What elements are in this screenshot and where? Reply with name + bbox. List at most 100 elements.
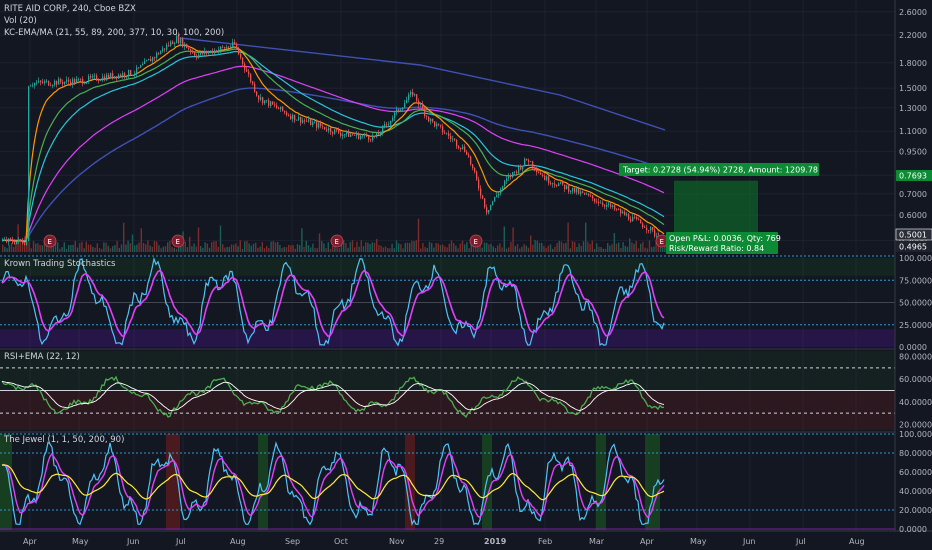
- entry-price-tag: 0.5001: [895, 228, 932, 241]
- candle-body: [114, 76, 116, 79]
- volume-bar: [453, 243, 455, 252]
- candle-body: [608, 203, 610, 205]
- candle-body: [94, 75, 96, 77]
- candle-body: [214, 50, 216, 54]
- candle-body: [482, 195, 484, 199]
- candle-body: [184, 43, 186, 47]
- volume-bar: [662, 247, 664, 252]
- candle-body: [470, 156, 472, 165]
- time-axis-tick: Jun: [126, 537, 140, 546]
- volume-bar: [558, 240, 560, 252]
- volume-bar: [98, 248, 101, 252]
- volume-bar: [235, 243, 237, 252]
- volume-bar: [481, 247, 483, 252]
- candle-body: [422, 103, 424, 109]
- candle-body: [244, 63, 246, 70]
- candle-body: [202, 52, 204, 55]
- candle-body: [404, 103, 406, 108]
- volume-bar: [470, 240, 472, 252]
- volume-bar: [127, 240, 129, 252]
- time-axis-tick: 29: [434, 537, 444, 546]
- candle-body: [560, 181, 562, 184]
- last-price-tag: 0.4965: [896, 241, 932, 252]
- candle-body: [626, 214, 628, 216]
- volume-bar: [433, 247, 435, 252]
- jewel-mid-line: [1, 452, 665, 519]
- candle-body: [174, 43, 176, 45]
- volume-bar: [109, 248, 112, 252]
- volume-bar: [233, 244, 235, 252]
- candle-body: [552, 183, 554, 185]
- earnings-marker: E: [43, 234, 57, 248]
- price-axis-tick: 80.0000: [899, 449, 932, 458]
- candle-body: [518, 166, 520, 173]
- time-axis-tick: May: [72, 537, 89, 546]
- candle-body: [36, 82, 38, 84]
- target-label[interactable]: Target: 0.2728 (54.94%) 2728, Amount: 12…: [619, 163, 819, 176]
- price-axis[interactable]: 100.000075.000050.000025.00000.000080.00…: [899, 8, 932, 534]
- jewel-title[interactable]: The Jewel (1, 1, 50, 200, 90): [3, 435, 124, 445]
- candle-body: [304, 120, 306, 122]
- candle-body: [562, 181, 564, 185]
- candle-body: [146, 60, 148, 62]
- volume-bar: [587, 241, 589, 252]
- volume-bar: [569, 248, 571, 252]
- candle-body: [372, 135, 374, 141]
- candle-body: [32, 85, 34, 87]
- target-zone[interactable]: [674, 180, 758, 241]
- pnl-label[interactable]: Open P&L: 0.0036, Qty: 769 Risk/Reward R…: [666, 232, 781, 254]
- volume-bar: [68, 245, 70, 252]
- candle-body: [606, 204, 608, 207]
- candle-body: [218, 49, 220, 53]
- candle-body: [498, 193, 500, 196]
- candle-body: [160, 51, 162, 55]
- rsi-title[interactable]: RSI+EMA (22, 12): [4, 352, 80, 362]
- kc-ema-legend[interactable]: KC-EMA/MA (21, 55, 89, 200, 377, 10, 30,…: [4, 28, 224, 38]
- volume-bar: [514, 246, 516, 252]
- pnl-label-text: Open P&L: 0.0036, Qty: 769: [669, 234, 781, 243]
- candle-body: [426, 115, 428, 117]
- volume-bar: [79, 243, 81, 252]
- candle-body: [142, 63, 144, 66]
- candle-body: [610, 203, 612, 208]
- candle-body: [112, 73, 114, 79]
- volume-bar: [160, 248, 162, 252]
- candle-body: [22, 240, 24, 244]
- candle-body: [644, 227, 646, 228]
- candle-body: [526, 158, 528, 161]
- candle-body: [28, 86, 30, 242]
- volume-bar: [538, 242, 541, 252]
- candle-body: [334, 129, 336, 134]
- candle-body: [42, 81, 44, 84]
- volume-bar: [358, 246, 360, 252]
- candle-body: [148, 59, 150, 61]
- candle-body: [630, 219, 632, 222]
- candle-body: [588, 194, 590, 196]
- candle-body: [212, 50, 214, 54]
- volume-legend[interactable]: Vol (20): [4, 16, 37, 26]
- candle-body: [452, 138, 454, 140]
- stochastics-title[interactable]: Krown Trading Stochastics: [4, 259, 116, 269]
- volume-bar: [516, 244, 519, 252]
- position-tool[interactable]: [674, 180, 758, 243]
- volume-bar: [219, 225, 222, 252]
- volume-bar: [380, 245, 382, 252]
- candle-body: [484, 198, 486, 208]
- volume-bar: [277, 241, 279, 252]
- volume-bar: [461, 240, 464, 252]
- ma377-line: [2, 87, 665, 242]
- volume-bar: [72, 244, 74, 252]
- volume-bar: [156, 241, 158, 252]
- candle-body: [180, 38, 182, 44]
- time-axis[interactable]: Apr May Jun Jul Aug Sep Oct Nov 29 2019 Feb Mar Apr M…: [23, 537, 865, 546]
- price-axis-tick: 80.0000: [899, 353, 932, 362]
- volume-bar: [578, 243, 580, 252]
- volume-bar: [536, 240, 538, 252]
- volume-bar: [116, 240, 118, 252]
- candle-body: [594, 198, 596, 202]
- candle-body: [650, 227, 652, 231]
- pane-band: [0, 351, 895, 391]
- volume-bar: [655, 241, 657, 252]
- volume-bar: [266, 246, 268, 252]
